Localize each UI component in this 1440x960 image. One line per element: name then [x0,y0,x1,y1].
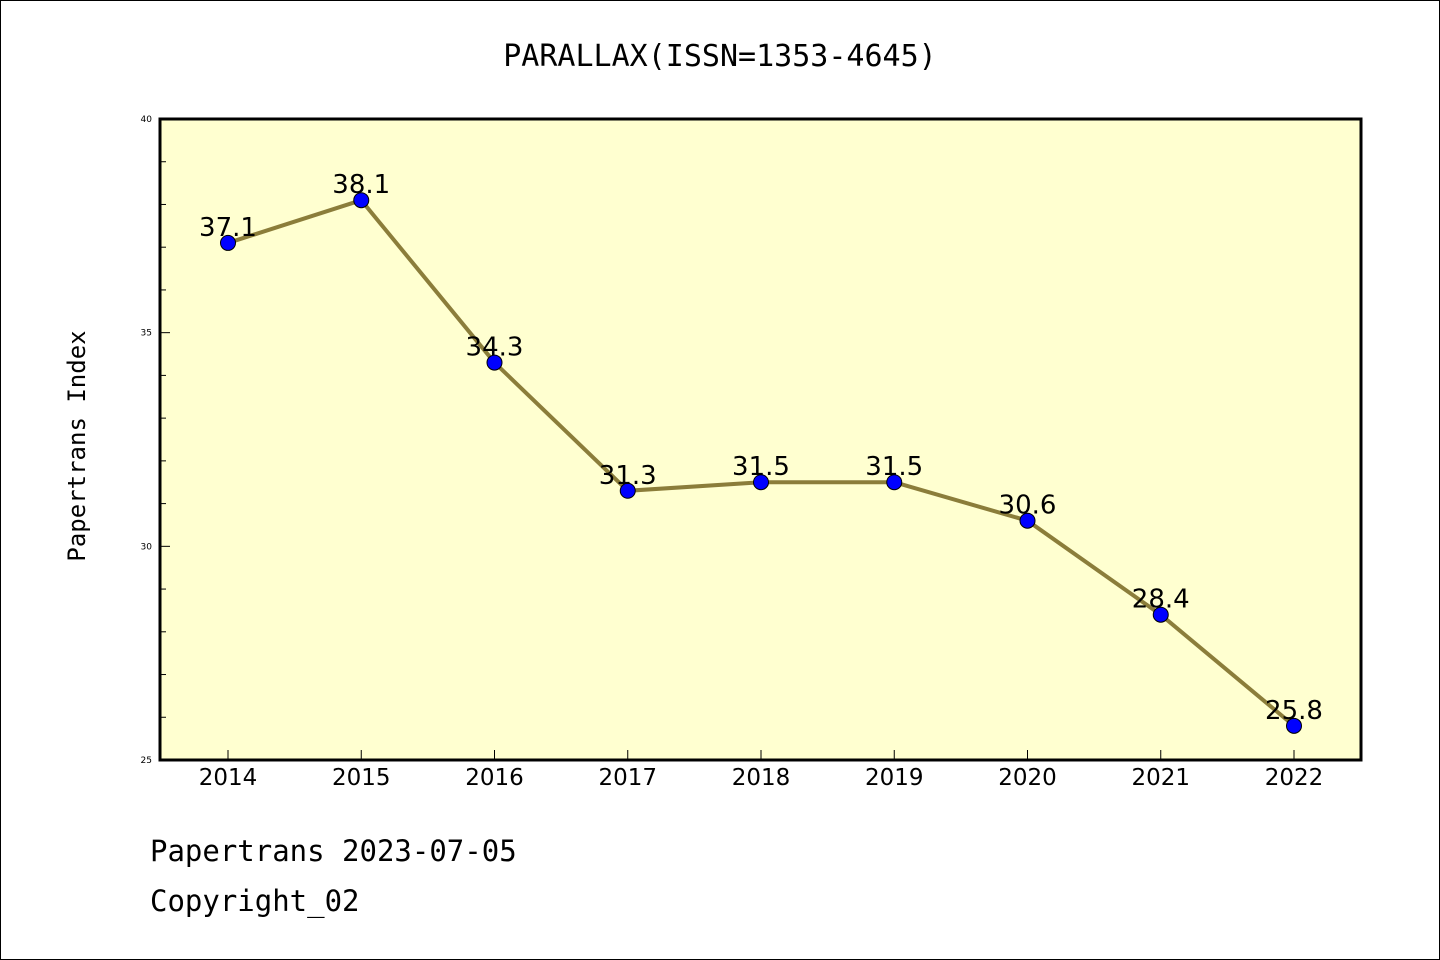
data-label-2014: 37.1 [199,213,257,243]
x-tick-label: 2019 [865,765,924,791]
data-point-2021 [1152,606,1169,623]
data-label-2018: 31.5 [732,452,790,482]
x-tick-label: 2014 [199,765,258,791]
x-tick-label: 2018 [732,765,791,791]
data-label-2016: 34.3 [466,333,524,363]
plot-border [158,117,1363,762]
data-label-2021: 28.4 [1132,585,1190,615]
x-tick-label: 2017 [598,765,657,791]
x-tick-label: 2016 [465,765,524,791]
chart-title: PARALLAX(ISSN=1353-4645) [503,39,936,74]
y-tick-label: 40 [141,115,153,125]
x-tick-label: 2015 [332,765,391,791]
data-point-2022 [1286,717,1302,734]
data-point-2020 [1019,512,1036,529]
footer-copyright: Copyright_02 [150,884,360,918]
data-label-2017: 31.3 [599,461,657,491]
x-axis: 2014 2015 2016 2017 2018 2019 2020 2021 2022 [199,750,1324,791]
data-label-2019: 31.5 [865,452,923,482]
series-papertrans-index: 37.1 38.1 34.3 31.3 31.5 31.5 30.6 28.4 25.8 [199,170,1323,734]
footer-date: Papertrans 2023-07-05 [150,834,517,868]
x-tick-label: 2020 [998,765,1057,791]
data-point-2016 [486,354,503,371]
data-label-2022: 25.8 [1265,696,1323,726]
y-tick-label: 25 [141,756,152,766]
data-point-2019 [886,474,903,491]
data-point-2018 [753,474,769,491]
x-tick-label: 2021 [1131,765,1190,791]
data-label-2015: 38.1 [332,170,390,200]
data-label-2020: 30.6 [999,491,1057,521]
data-point-2017 [619,482,636,499]
data-point-2015 [353,192,370,209]
y-tick-label: 30 [141,542,153,552]
plot-area [160,119,1361,760]
y-axis-label: Papertrans Index [63,330,91,561]
y-tick-label: 35 [141,329,152,339]
x-tick-label: 2022 [1265,765,1324,791]
data-point-2014 [220,234,236,251]
